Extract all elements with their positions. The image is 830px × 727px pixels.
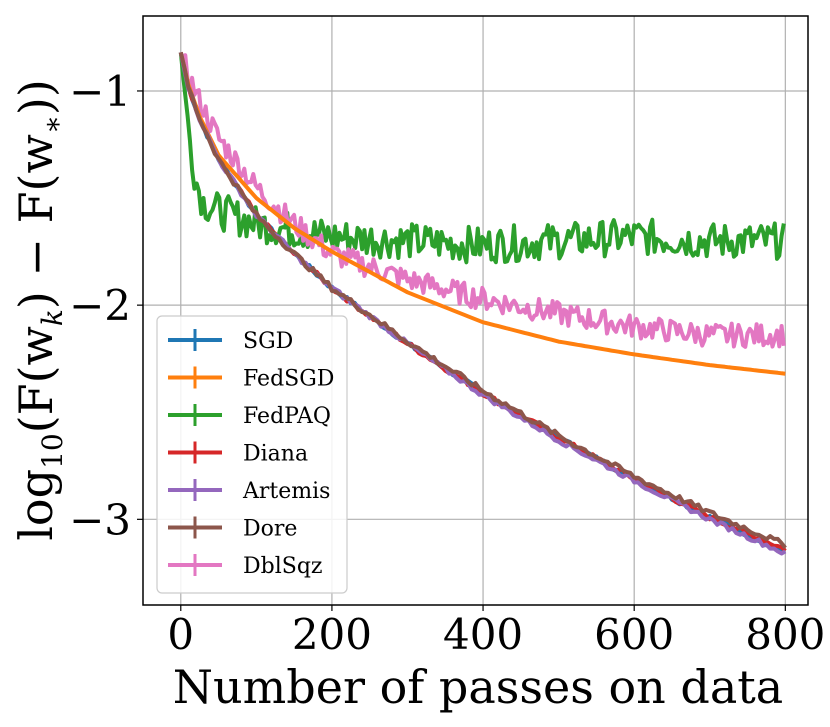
x-tick-label: 400 [443,610,523,659]
y-label-middle: ) − F(w [9,134,63,309]
x-tick-label: 200 [292,610,372,659]
legend-entry-sgd: SGD [168,329,293,354]
legend-entry-fedsgd: FedSGD [168,366,334,392]
legend-label: SGD [243,329,293,354]
x-tick-label: 800 [745,610,825,659]
plot-frame [142,15,809,606]
y-label-star: ∗ [36,115,69,134]
legend-label: FedSGD [243,367,334,392]
y-axis-label: log10(F(wk) − F(w∗)) [9,79,69,541]
y-tick-label: −3 [69,495,131,544]
axis-ticks: 0 200 400 600 800 −1 −2 −3 [69,67,825,659]
series-line-dore [178,51,787,550]
series-line-dblsqz [178,51,786,349]
legend-box [156,315,348,594]
series-layer [178,51,787,556]
legend: SGD FedSGD FedPAQ Diana Artemis Dore DblSqz [156,315,348,594]
legend-entry-fedpaq: FedPAQ [168,404,331,429]
y-label-subscript: 10 [36,433,69,469]
y-tick-label: −1 [69,67,131,116]
y-label-prefix: log [9,469,63,541]
x-axis-label: Number of passes on data [173,660,783,714]
legend-entry-artemis: Artemis [168,479,330,504]
series-line-fedsgd [178,51,786,376]
legend-label: DblSqz [243,554,323,579]
y-label-k: k [36,309,69,326]
y-tick-label: −2 [69,281,131,330]
legend-label: Dore [243,517,297,542]
legend-entry-diana: Diana [168,441,308,467]
series-line-fedpaq [178,52,786,265]
legend-label: Diana [243,442,308,467]
legend-label: Artemis [242,479,330,504]
legend-label: FedPAQ [243,404,331,429]
y-label-suffix: )) [9,79,63,115]
y-label-body: (F(w [9,326,63,433]
legend-entry-dore: Dore [168,516,297,542]
legend-entry-dblsqz: DblSqz [168,554,323,579]
x-tick-label: 600 [594,610,674,659]
series-line-artemis [178,52,787,556]
x-tick-label: 0 [167,610,194,659]
